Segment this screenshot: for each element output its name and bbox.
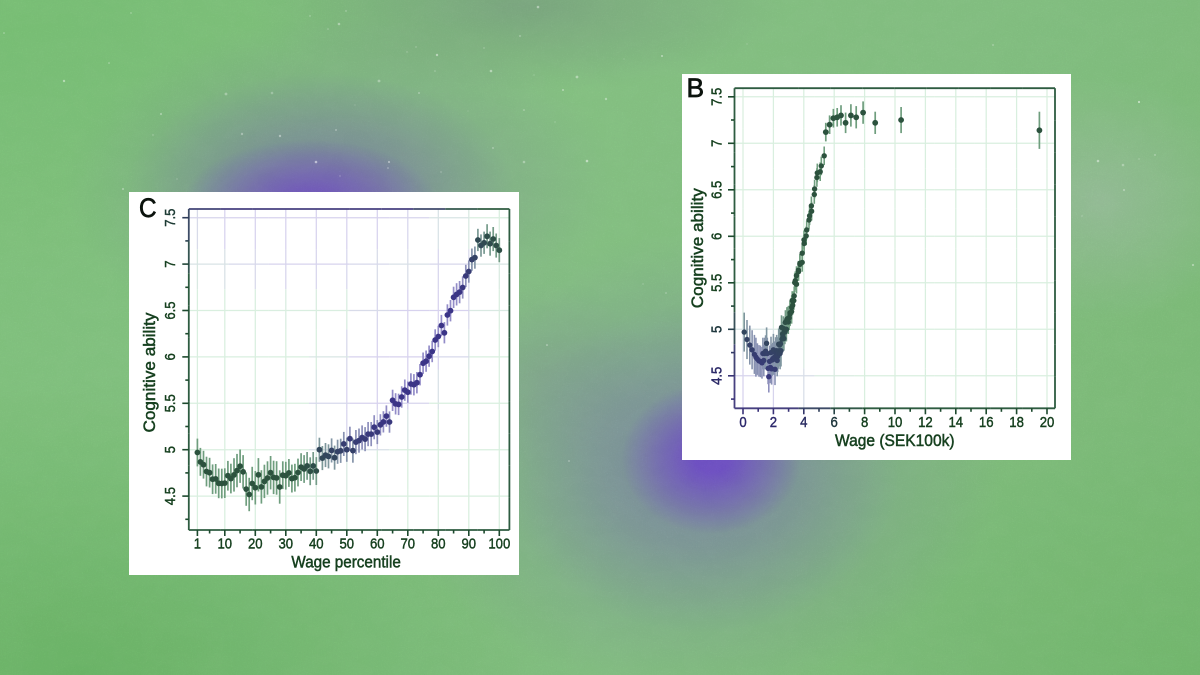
svg-text:50: 50 <box>340 535 355 552</box>
svg-text:70: 70 <box>401 535 416 552</box>
svg-text:2: 2 <box>769 414 776 431</box>
svg-text:7.5: 7.5 <box>708 88 725 106</box>
svg-text:14: 14 <box>948 414 963 431</box>
svg-text:5.5: 5.5 <box>708 274 725 292</box>
svg-text:40: 40 <box>309 535 324 552</box>
svg-text:C: C <box>139 193 157 223</box>
svg-text:12: 12 <box>918 414 933 431</box>
svg-text:5: 5 <box>162 446 179 453</box>
svg-text:0: 0 <box>739 414 746 431</box>
svg-text:8: 8 <box>860 414 867 431</box>
svg-text:6.5: 6.5 <box>162 301 179 319</box>
svg-text:80: 80 <box>431 535 446 552</box>
svg-text:16: 16 <box>978 414 993 431</box>
svg-text:5: 5 <box>708 326 725 333</box>
svg-text:20: 20 <box>248 535 263 552</box>
svg-text:18: 18 <box>1009 414 1024 431</box>
svg-text:Wage percentile: Wage percentile <box>291 553 400 571</box>
svg-text:Wage (SEK100k): Wage (SEK100k) <box>835 432 955 450</box>
svg-text:5.5: 5.5 <box>162 394 179 412</box>
svg-text:6: 6 <box>708 233 725 240</box>
svg-text:7: 7 <box>708 140 725 147</box>
svg-text:Cognitive ability: Cognitive ability <box>688 188 707 308</box>
svg-text:10: 10 <box>218 535 233 552</box>
svg-text:4: 4 <box>800 414 807 431</box>
svg-text:6: 6 <box>830 414 837 431</box>
svg-text:4.5: 4.5 <box>162 487 179 505</box>
svg-text:100: 100 <box>488 535 510 552</box>
svg-text:30: 30 <box>279 535 294 552</box>
svg-text:20: 20 <box>1039 414 1054 431</box>
svg-text:6: 6 <box>162 353 179 360</box>
svg-text:B: B <box>686 74 704 103</box>
svg-text:Cognitive ability: Cognitive ability <box>140 312 159 432</box>
svg-text:1: 1 <box>194 535 201 552</box>
svg-text:7.5: 7.5 <box>162 208 179 226</box>
svg-text:60: 60 <box>370 535 385 552</box>
svg-text:10: 10 <box>887 414 902 431</box>
svg-text:90: 90 <box>462 535 477 552</box>
svg-text:7: 7 <box>162 260 179 267</box>
svg-text:4.5: 4.5 <box>708 367 725 385</box>
svg-text:6.5: 6.5 <box>708 181 725 199</box>
